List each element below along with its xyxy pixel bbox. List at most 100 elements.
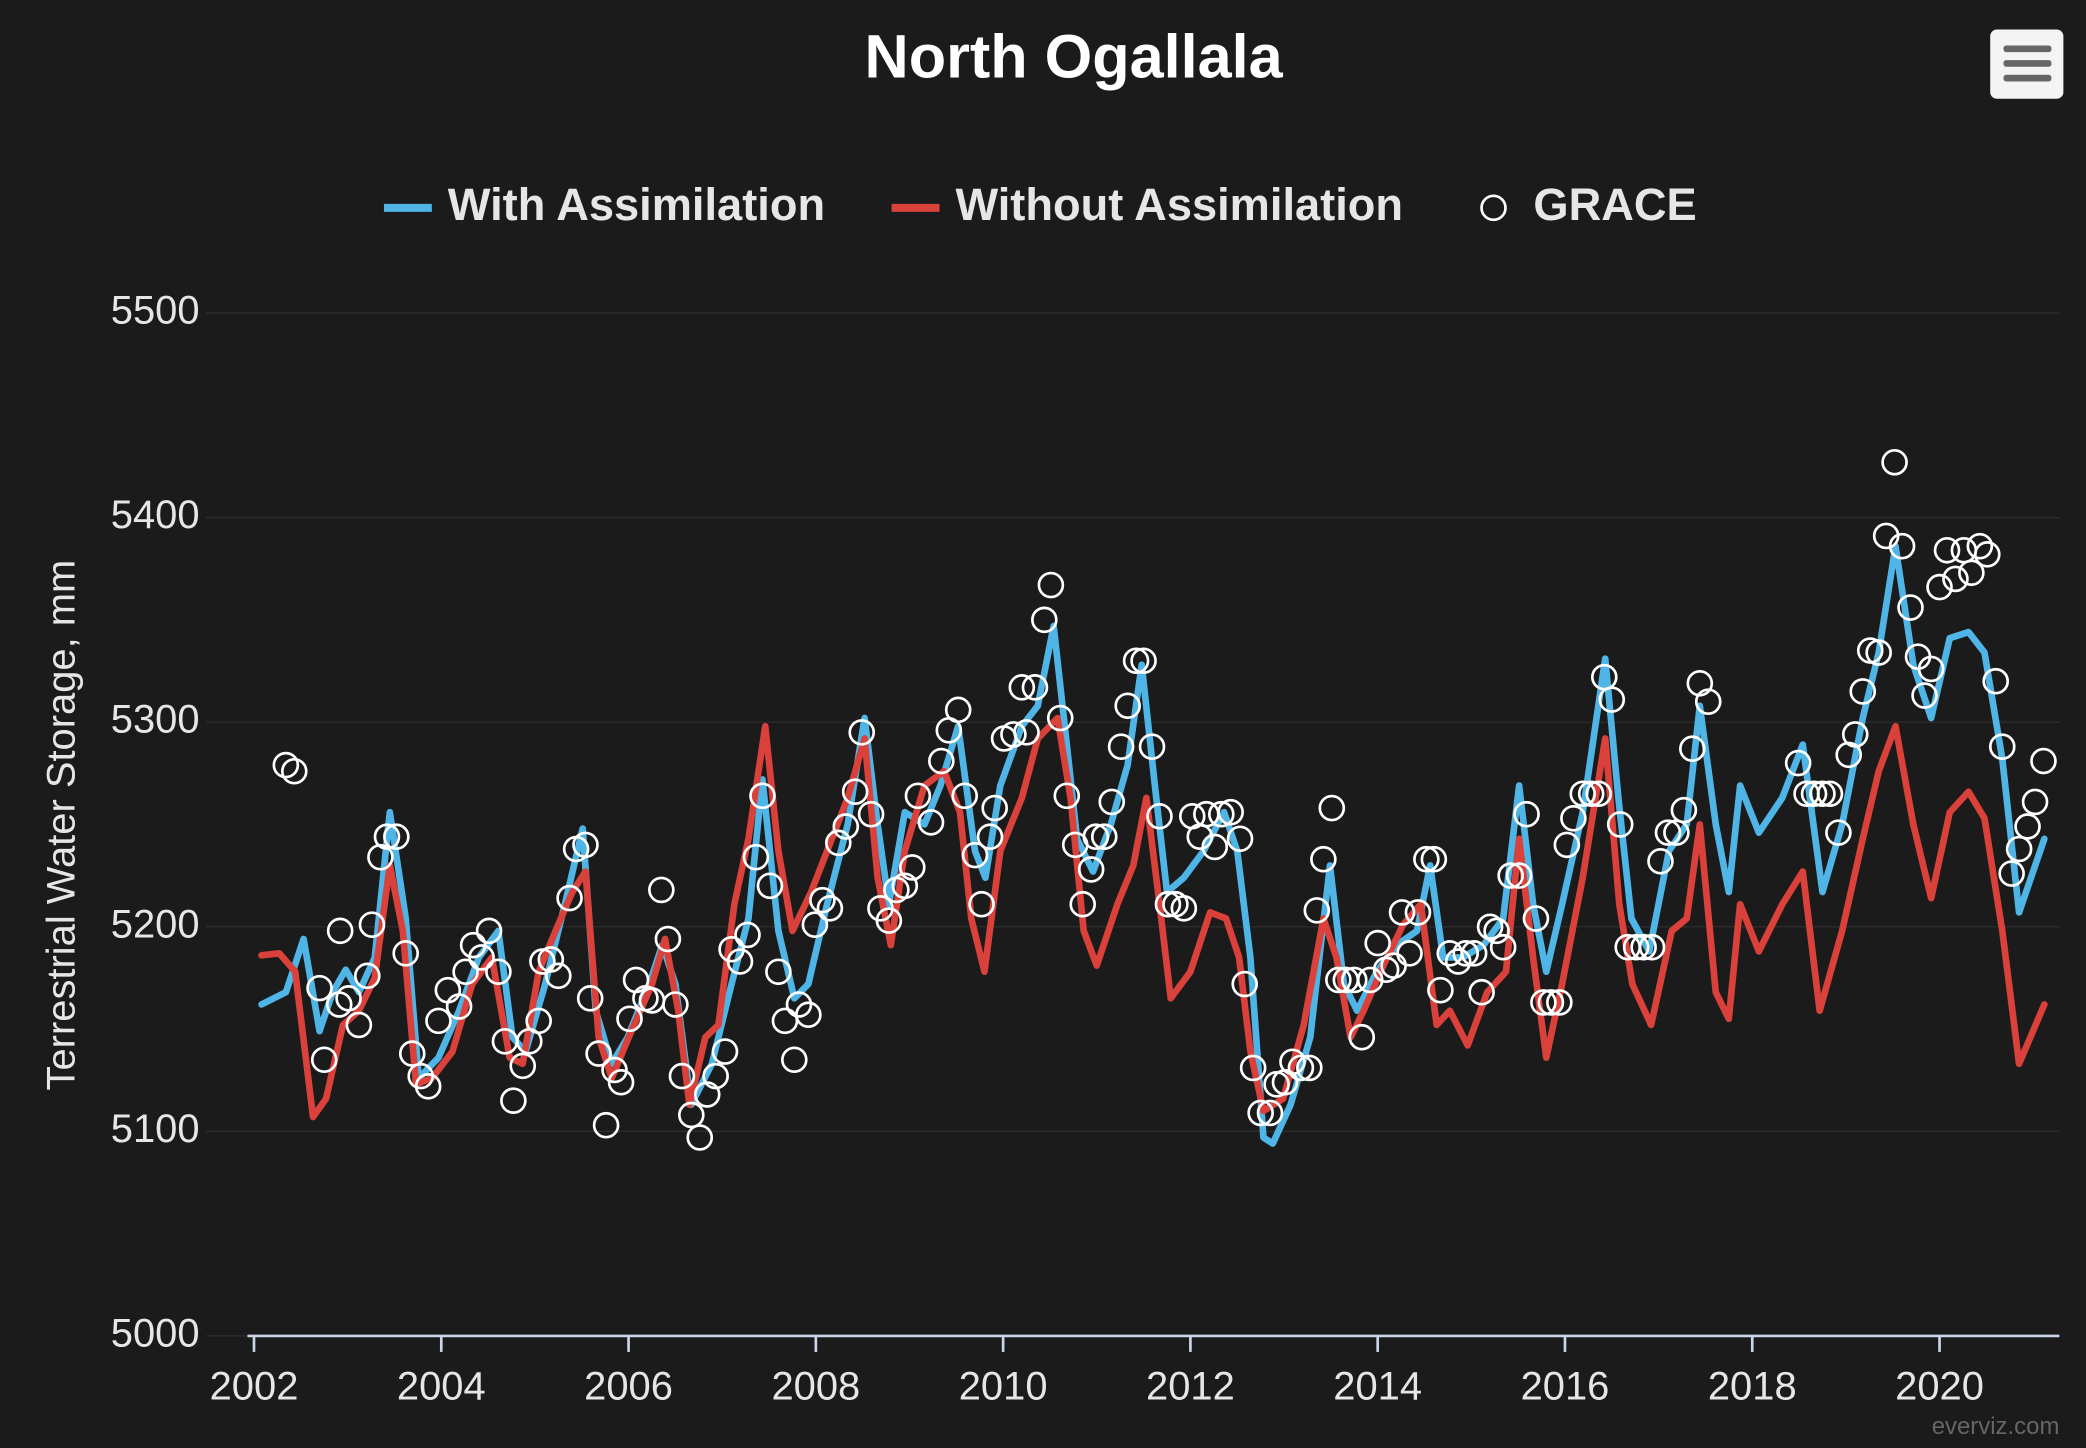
data-point [1077, 856, 1105, 883]
data-point [607, 1068, 635, 1096]
data-point [1809, 780, 1836, 808]
data-point [1310, 845, 1337, 873]
data-point [702, 1062, 729, 1090]
data-point [414, 1073, 442, 1100]
data-point [1917, 655, 1945, 683]
data-point [1082, 823, 1110, 851]
menu-icon-bar [2003, 74, 2052, 82]
data-point [726, 948, 754, 975]
chart-title: North Ogallala [865, 23, 1284, 91]
x-tick-label: 2010 [959, 1365, 1048, 1409]
menu-button[interactable] [1990, 29, 2064, 99]
data-point [1452, 940, 1480, 967]
x-tick-label: 2018 [1708, 1365, 1797, 1409]
data-point [809, 886, 836, 914]
data-point [1537, 989, 1565, 1016]
data-point [1247, 1099, 1274, 1127]
data-point [785, 991, 813, 1018]
legend-item[interactable]: With Assimilation [383, 179, 825, 230]
data-point [951, 782, 979, 810]
data-point [662, 991, 689, 1018]
legend-item[interactable]: Without Assimilation [891, 179, 1403, 230]
data-point [756, 872, 784, 900]
data-point [1427, 976, 1454, 1004]
data-point [848, 719, 876, 746]
legend-label[interactable]: Without Assimilation [955, 179, 1403, 230]
legend-label[interactable]: GRACE [1533, 179, 1696, 230]
y-tick-label: 5500 [111, 288, 200, 332]
data-point [1982, 667, 2010, 695]
data-point [280, 757, 308, 785]
data-point [310, 1046, 338, 1074]
x-tick-label: 2008 [771, 1365, 860, 1409]
data-point [1560, 805, 1587, 832]
data-point [545, 962, 572, 990]
legend-symbol[interactable] [1480, 194, 1507, 222]
data-point [654, 925, 682, 953]
data-point [1420, 845, 1448, 873]
data-point [1505, 862, 1533, 889]
y-tick-label: 5200 [111, 902, 200, 946]
data-point [693, 1081, 721, 1108]
data-point [373, 823, 401, 851]
data-point [1942, 565, 1969, 593]
data-point [1122, 647, 1150, 675]
data-point [1816, 780, 1844, 808]
data-point [1340, 966, 1368, 994]
data-point [1622, 933, 1650, 961]
x-tick-label: 2006 [584, 1365, 673, 1409]
data-point [686, 1124, 714, 1151]
data-point [1888, 532, 1916, 560]
data-point [928, 747, 955, 775]
legend-label[interactable]: With Assimilation [448, 179, 825, 230]
y-tick-label: 5300 [111, 698, 200, 742]
data-point [1348, 1023, 1376, 1051]
data-point [1694, 688, 1722, 715]
x-tick-label: 2004 [397, 1365, 486, 1409]
data-point [1008, 674, 1036, 701]
data-point [832, 813, 860, 840]
data-point [1881, 448, 1908, 476]
data-point [1483, 917, 1510, 945]
data-point [749, 782, 776, 810]
data-point [1325, 966, 1352, 994]
data-point [1013, 719, 1040, 746]
data-point [1476, 913, 1504, 941]
data-point [601, 1056, 628, 1084]
data-point [1217, 798, 1244, 826]
y-tick-label: 5000 [111, 1312, 200, 1356]
data-point [2014, 813, 2041, 840]
data-point [509, 1052, 537, 1080]
legend-item[interactable]: GRACE [1480, 179, 1697, 230]
data-point [1670, 796, 1698, 824]
data-point [525, 1007, 552, 1035]
credits[interactable]: everviz.com [1932, 1413, 2060, 1440]
data-point [1318, 794, 1346, 822]
data-point [475, 917, 503, 945]
data-point [1522, 905, 1550, 932]
data-point [1053, 782, 1081, 810]
data-point [1231, 970, 1259, 998]
data-point [795, 1001, 822, 1029]
data-point [1569, 780, 1597, 808]
data-point [648, 876, 675, 904]
data-point [981, 794, 1009, 822]
data-point [1926, 573, 1953, 601]
data-point [1958, 559, 1985, 587]
data-point [1170, 895, 1198, 922]
data-point [272, 751, 300, 779]
data-point [1154, 890, 1182, 918]
data-point [961, 841, 989, 869]
data-point [1966, 532, 1994, 560]
data-point [2030, 747, 2057, 775]
data-point [677, 1101, 705, 1129]
data-point [1630, 933, 1657, 961]
data-point [1303, 897, 1331, 924]
data-point [1489, 933, 1517, 961]
data-point [1784, 749, 1812, 777]
data-point [1021, 674, 1049, 701]
data-point [1239, 1054, 1267, 1082]
data-point [898, 854, 926, 881]
data-point [1679, 735, 1706, 763]
